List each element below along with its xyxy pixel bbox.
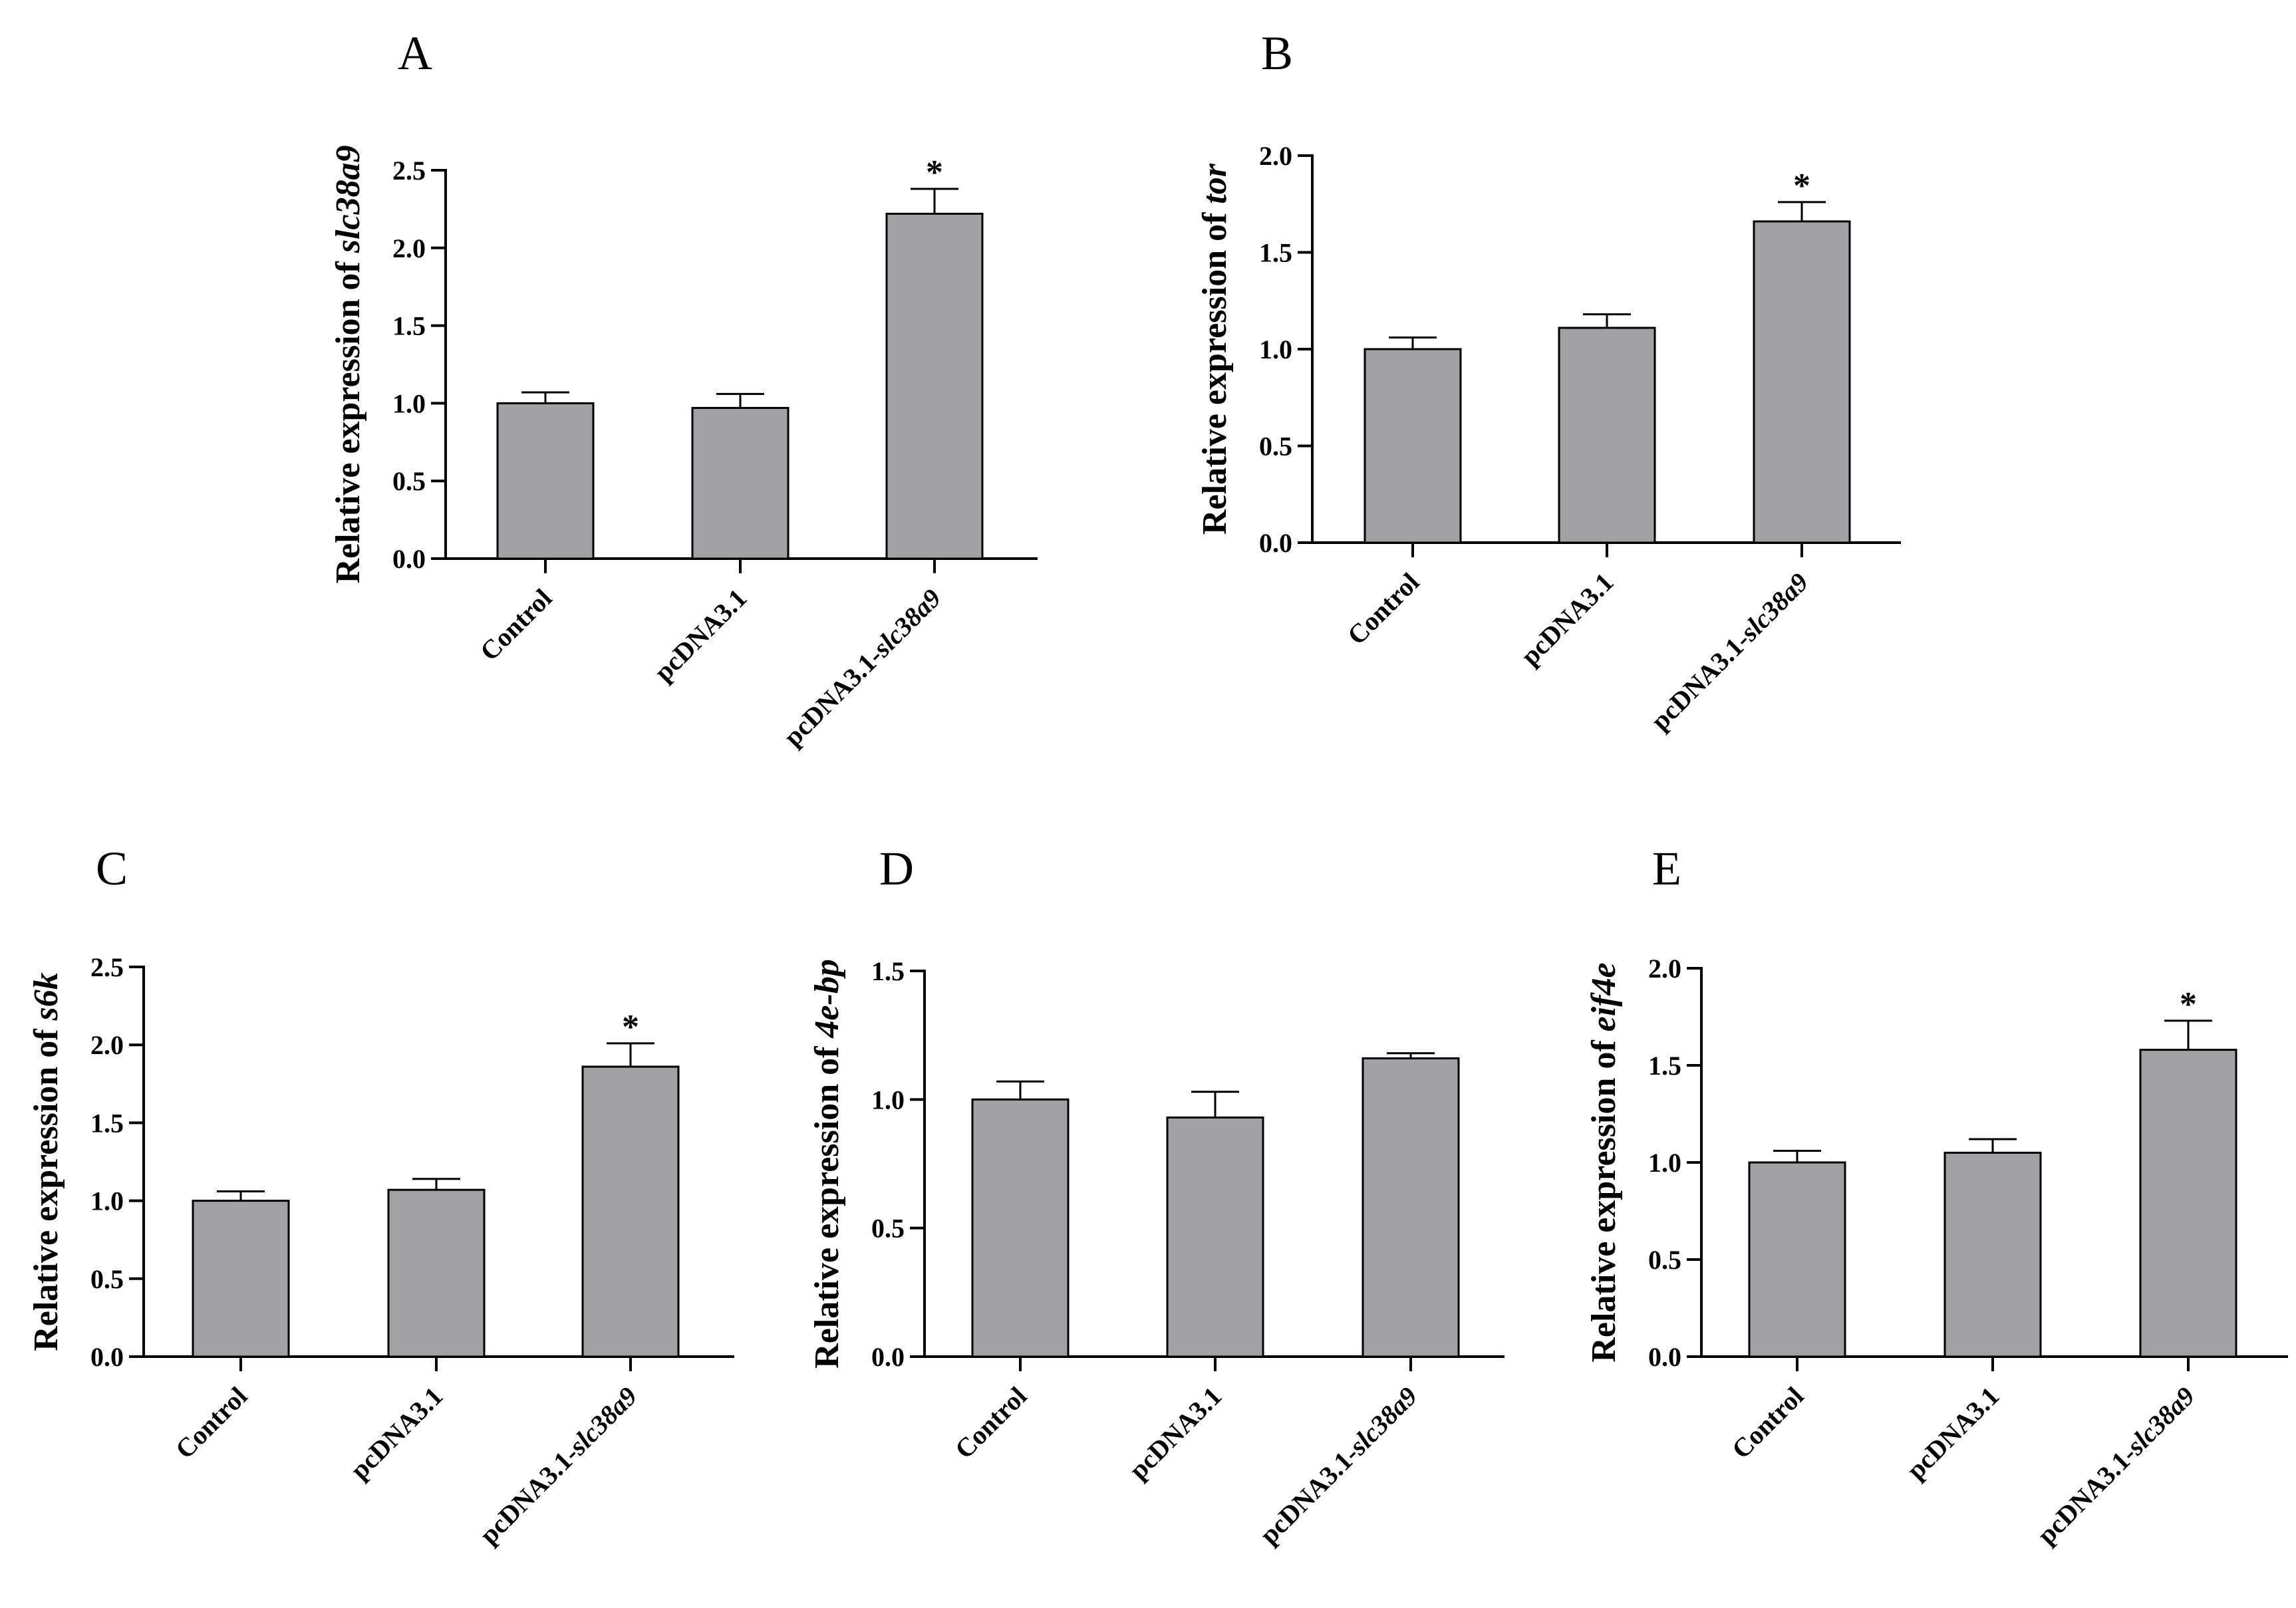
bar-e-3 [2139,1049,2237,1358]
y-tick-label: 2.0 [392,233,426,263]
x-category-label: pcDNA3.1-slc38a9 [474,1381,643,1550]
y-tick-label: 1.0 [90,1186,124,1216]
chart-panel-a: A 0.0 0.5 1.0 1.5 2.0 2.5 Relative expression o… [329,27,1038,752]
bar-e-1 [1748,1161,1846,1358]
y-tick-label: 0.5 [1259,432,1292,462]
x-category-label: pcDNA3.1 [1123,1381,1228,1486]
significance-marker: * [2180,986,2197,1023]
x-category-label: pcDNA3.1 [648,583,753,688]
bar-e-2 [1943,1151,2042,1358]
x-category-label: pcDNA3.1-slc38a9 [778,583,946,752]
panel-letter-d: D [879,842,914,895]
x-category-label: Control [170,1381,253,1465]
chart-panel-e: E 0.0 0.5 1.0 1.5 2.0 Relative expression of e… [1585,842,2288,1550]
y-axis-title: Relative expression of 4e-bp [808,959,846,1369]
bar-c-1 [192,1200,290,1358]
x-category-label: pcDNA3.1 [1901,1381,2005,1486]
y-tick-label: 0.5 [90,1264,124,1294]
y-tick-label: 0.5 [871,1214,905,1244]
x-category-label: Control [949,1381,1033,1465]
y-tick-label: 1.5 [392,311,426,341]
chart-panel-d: D 0.0 0.5 1.0 1.5 Relative expression of 4e-b… [808,842,1505,1550]
x-category-label: pcDNA3.1 [1515,567,1620,672]
y-tick-label: 1.5 [1648,1051,1681,1081]
y-axis-title: Relative expression of eif4e [1585,962,1623,1362]
bar-d-3 [1362,1057,1460,1358]
bar-c-3 [581,1065,680,1358]
bar-b-3 [1753,220,1851,544]
panel-letter-a: A [398,27,432,80]
y-tick-label: 2.5 [90,952,124,982]
significance-marker: * [1793,167,1810,205]
bar-d-2 [1166,1116,1264,1358]
x-category-label: pcDNA3.1-slc38a9 [1254,1381,1423,1550]
y-tick-label: 0.5 [1648,1245,1681,1275]
y-tick-label: 2.0 [1648,954,1681,984]
significance-marker: * [622,1008,639,1046]
y-tick-label: 0.5 [392,466,426,496]
panel-letter-c: C [96,842,128,895]
panel-letter-b: B [1261,27,1293,80]
y-tick-label: 0.0 [392,544,426,574]
bar-b-1 [1363,348,1462,544]
x-category-label: Control [474,583,558,667]
y-tick-label: 0.0 [1648,1342,1681,1372]
bar-c-2 [387,1188,486,1358]
x-category-label: pcDNA3.1 [345,1381,449,1486]
y-axis-title: Relative expression of slc38a9 [329,145,367,583]
y-tick-label: 1.0 [1648,1148,1681,1178]
panel-letter-e: E [1652,842,1681,895]
chart-panel-c: C 0.0 0.5 1.0 1.5 2.0 2.5 Relative expression o… [27,842,734,1550]
y-tick-label: 2.0 [1259,141,1292,171]
significance-marker: * [926,154,943,192]
y-tick-label: 0.0 [1259,528,1292,558]
x-category-label: pcDNA3.1-slc38a9 [2031,1381,2200,1550]
x-category-label: Control [1342,567,1425,651]
y-tick-label: 1.0 [1259,335,1292,364]
y-tick-label: 0.0 [871,1342,905,1372]
bar-d-1 [971,1098,1070,1358]
chart-panel-b: B 0.0 0.5 1.0 1.5 2.0 Relative expression of t… [1196,27,1901,736]
x-category-label: pcDNA3.1-slc38a9 [1645,567,1814,736]
bar-a-1 [496,402,595,560]
bar-b-2 [1558,327,1656,544]
bar-a-2 [691,406,789,560]
y-tick-label: 2.5 [392,156,426,186]
y-tick-label: 1.0 [871,1085,905,1115]
bar-a-3 [885,212,984,560]
y-axis-title: Relative expression of s6k [27,972,65,1351]
y-axis-title: Relative expression of tor [1196,163,1234,535]
y-tick-label: 2.0 [90,1030,124,1060]
y-tick-label: 1.5 [90,1108,124,1138]
y-tick-label: 1.5 [1259,238,1292,268]
x-category-label: Control [1726,1381,1810,1465]
y-tick-label: 1.5 [871,956,905,986]
y-tick-label: 1.0 [392,388,426,418]
y-tick-label: 0.0 [90,1342,124,1372]
